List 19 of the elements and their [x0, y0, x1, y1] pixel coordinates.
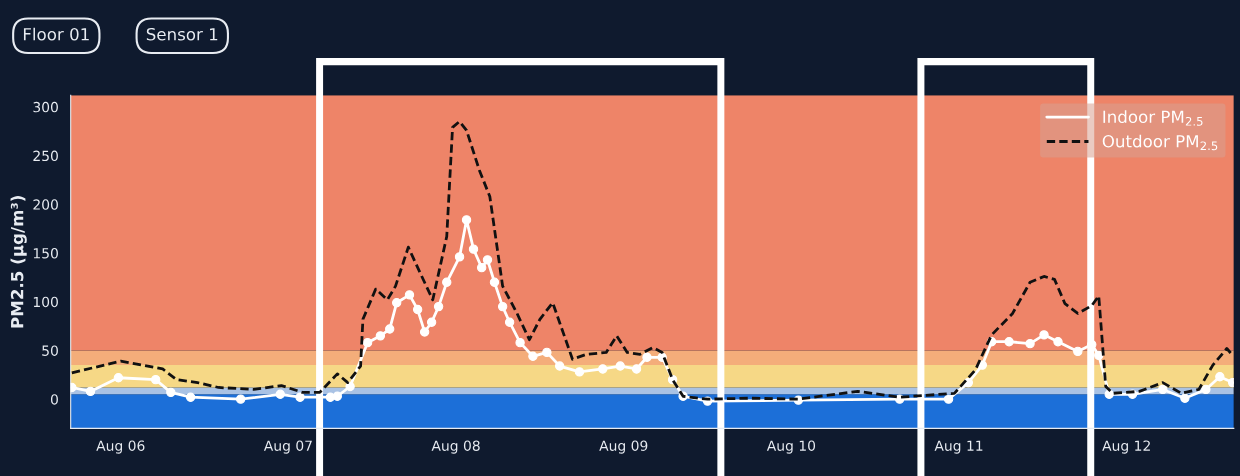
- y-tick-label: 200: [33, 199, 58, 210]
- legend-label: Indoor PM$_{2.5}$: [1103, 110, 1203, 126]
- legend-label: Outdoor PM$_{2.5}$: [1102, 134, 1218, 151]
- y-tick-label: 300: [33, 101, 58, 113]
- y-tick-label: 150: [33, 248, 58, 259]
- y-tick-label: 250: [33, 150, 58, 162]
- x-tick-label: Aug 08: [431, 440, 480, 454]
- x-tick-label: Aug 12: [1102, 440, 1150, 454]
- x-tick-label: Aug 09: [599, 440, 648, 454]
- y-tick-label: 0: [50, 394, 58, 405]
- text: Sensor 1: [146, 27, 218, 41]
- x-tick-label: Aug 06: [96, 440, 145, 454]
- text: Floor 01: [23, 27, 89, 41]
- y-axis-title: PM2.5 (µg/m³): [10, 196, 27, 328]
- x-tick-label: Aug 10: [766, 440, 816, 454]
- y-tick-label: 100: [33, 296, 58, 308]
- y-tick-label: 50: [42, 345, 58, 356]
- x-tick-label: Aug 07: [263, 440, 312, 454]
- x-tick-label: Aug 11: [934, 440, 983, 454]
